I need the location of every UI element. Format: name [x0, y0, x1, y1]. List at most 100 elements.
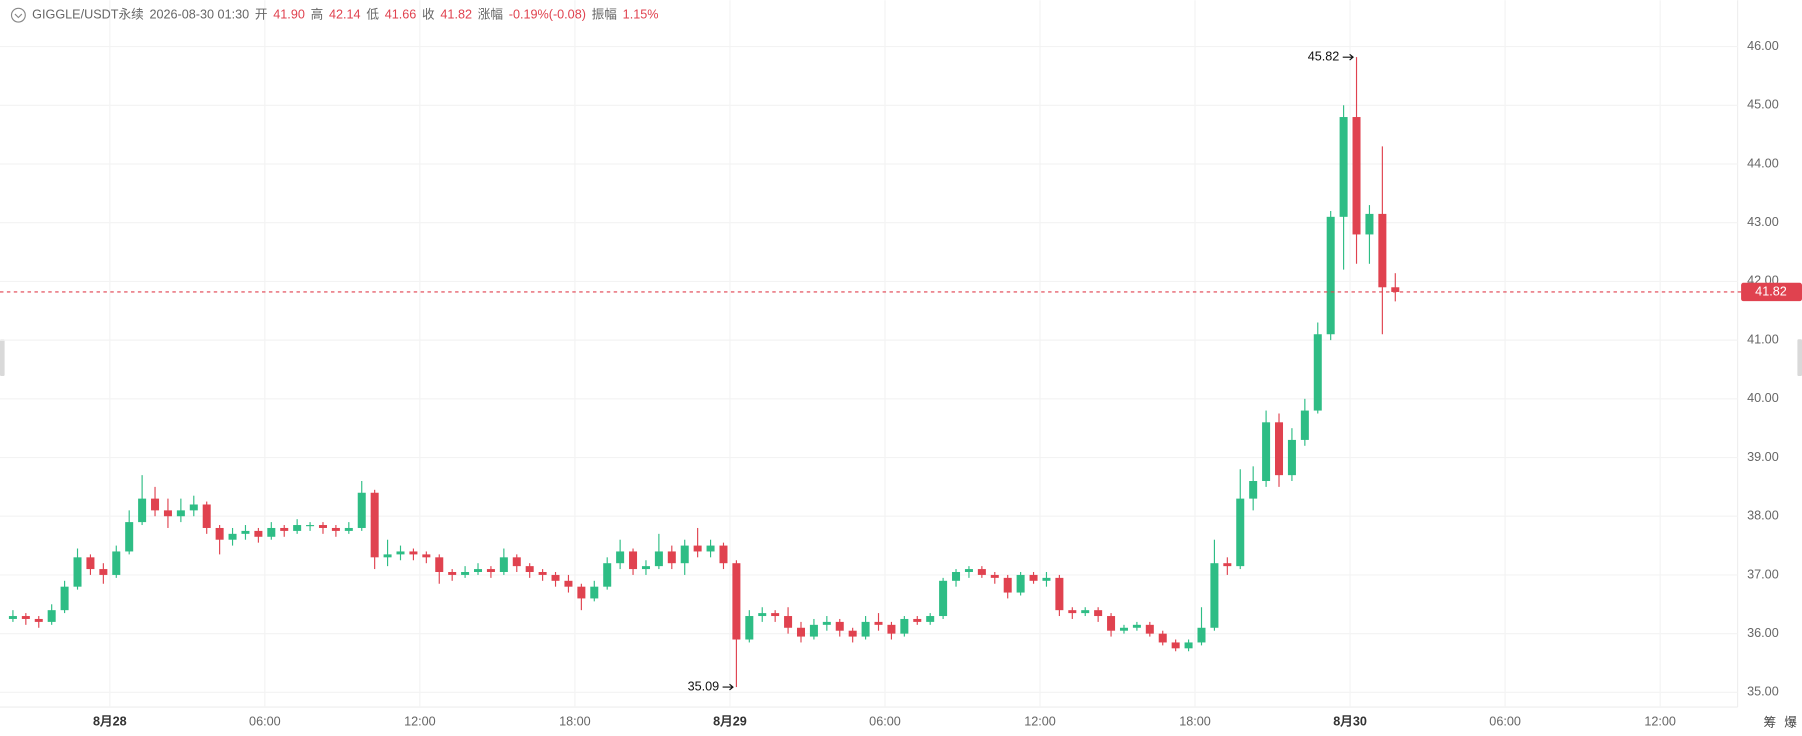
- candle-body: [396, 551, 405, 555]
- candle-body: [796, 627, 806, 637]
- candle-body: [176, 510, 185, 517]
- candle-body: [383, 554, 392, 558]
- candle-body: [448, 572, 457, 575]
- x-tick-label: 12:00: [1024, 714, 1056, 728]
- candle-body: [138, 498, 147, 523]
- candle-body: [8, 616, 17, 619]
- header-text: 高: [311, 7, 324, 22]
- candle-body: [1378, 213, 1387, 288]
- x-tick-label: 06:00: [869, 714, 901, 728]
- toolbar-button[interactable]: 筹: [1764, 714, 1777, 729]
- candle-body: [538, 572, 547, 575]
- candle-body: [474, 569, 483, 573]
- candle-body: [99, 569, 108, 575]
- candle-body: [926, 616, 935, 622]
- candle-body: [112, 551, 121, 575]
- right-handle[interactable]: [1797, 339, 1802, 377]
- candle-body: [499, 557, 508, 573]
- candle-body: [1016, 574, 1025, 593]
- x-tick-label: 06:00: [249, 714, 281, 728]
- candle-body: [47, 610, 56, 622]
- candle-body: [900, 618, 909, 634]
- candle-body: [1287, 439, 1296, 476]
- candle-body: [1352, 117, 1361, 235]
- annotation-arrow: [1342, 53, 1354, 61]
- candle-body: [1326, 216, 1335, 335]
- candle-body: [1029, 574, 1038, 581]
- candle-body: [280, 527, 289, 531]
- toolbar-button[interactable]: 爆: [1784, 715, 1797, 729]
- candle-body: [1313, 334, 1322, 411]
- candle-body: [822, 621, 831, 625]
- candle-body: [357, 492, 366, 528]
- candles: [8, 57, 1400, 688]
- candle-body: [202, 504, 211, 528]
- header-text: GIGGLE/USDT永续: [32, 8, 144, 22]
- candle-body: [1158, 633, 1167, 643]
- candle-body: [525, 566, 534, 573]
- candle-body: [1223, 563, 1232, 567]
- candle-body: [1081, 610, 1090, 614]
- candle-body: [939, 580, 948, 617]
- candle-body: [1275, 422, 1284, 476]
- candle-body: [1003, 577, 1012, 593]
- candle-body: [73, 557, 82, 587]
- candle-body: [461, 572, 470, 575]
- candle-body: [809, 624, 818, 637]
- candle-body: [422, 554, 431, 558]
- candle-body: [163, 510, 172, 517]
- candle-body: [1236, 498, 1245, 567]
- icon-chevron: [14, 13, 23, 19]
- candle-body: [693, 545, 702, 552]
- candle-body: [758, 613, 767, 617]
- candle-body: [409, 551, 418, 555]
- header-text: 振幅: [592, 8, 617, 22]
- candle-body: [771, 613, 780, 617]
- candle-body: [1391, 287, 1400, 292]
- y-tick-label: 46.00: [1747, 39, 1779, 53]
- candle-body: [1055, 577, 1064, 611]
- candle-body: [241, 530, 250, 534]
- candle-body: [306, 525, 315, 527]
- candle-body: [1042, 577, 1051, 581]
- header-text: 1.15%: [623, 8, 659, 22]
- candle-body: [990, 574, 999, 578]
- annotation-label: 45.82: [1308, 49, 1340, 63]
- header-text: 41.90: [273, 8, 305, 22]
- candle-body: [1145, 624, 1154, 634]
- header-text: 涨幅: [478, 8, 503, 22]
- candle-body: [861, 621, 870, 637]
- candle-body: [486, 569, 495, 573]
- candle-body: [86, 557, 95, 570]
- overlay: 45.82 35.09 41.82: [0, 49, 1802, 693]
- candle-body: [551, 574, 560, 581]
- header-text: 收: [422, 8, 435, 22]
- y-tick-label: 35.00: [1747, 685, 1779, 699]
- candle-body: [848, 630, 857, 637]
- y-tick-label: 36.00: [1747, 626, 1779, 640]
- candle-body: [1119, 627, 1128, 631]
- x-tick-label: 8月28: [93, 714, 127, 728]
- candle-body: [964, 569, 973, 573]
- candle-body: [254, 530, 263, 537]
- candle-body: [189, 504, 198, 511]
- annotation-label: 35.09: [688, 679, 720, 693]
- candle-body: [1365, 213, 1374, 235]
- candle-body: [512, 557, 521, 567]
- header-text: 开: [255, 8, 268, 22]
- x-tick-label: 06:00: [1489, 714, 1521, 728]
- header-text: 42.14: [329, 8, 361, 22]
- collapse-icon[interactable]: [10, 7, 26, 23]
- y-tick-label: 39.00: [1747, 450, 1779, 464]
- y-tick-label: 44.00: [1747, 156, 1779, 170]
- left-handle[interactable]: [0, 339, 5, 377]
- candle-body: [318, 525, 327, 528]
- candle-body: [603, 563, 612, 587]
- y-tick-label: 41.00: [1747, 332, 1779, 346]
- candle-body: [435, 557, 444, 573]
- candle-body: [745, 616, 754, 640]
- candle-body: [732, 563, 741, 640]
- candle-body: [293, 525, 302, 531]
